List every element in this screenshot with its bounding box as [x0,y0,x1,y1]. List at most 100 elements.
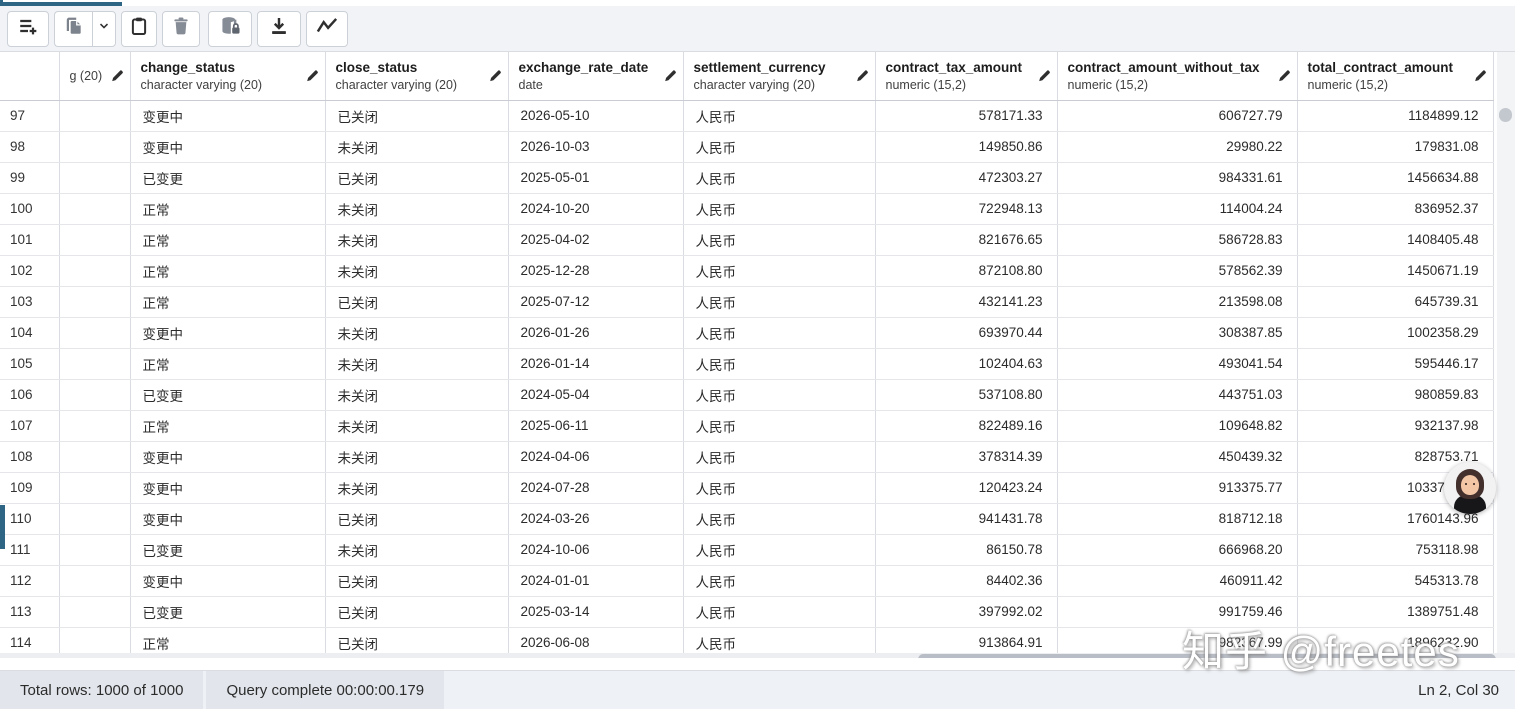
cell[interactable]: 991759.46 [1057,596,1298,628]
save-data-changes-button[interactable] [208,10,252,47]
cell[interactable]: 人民币 [683,131,876,163]
cell[interactable]: 人民币 [683,472,876,504]
row-number[interactable]: 109 [0,472,60,504]
cell[interactable] [59,503,131,535]
cell[interactable]: 722948.13 [875,193,1058,225]
cell[interactable]: 正常 [130,627,326,658]
cell[interactable]: 人民币 [683,317,876,349]
horizontal-scrollbar[interactable] [0,653,1515,658]
cell[interactable]: 537108.80 [875,379,1058,411]
cell[interactable]: 1389751.48 [1297,596,1494,628]
cell[interactable]: 2026-01-26 [508,317,684,349]
cell[interactable]: 变更中 [130,472,326,504]
cell[interactable]: 378314.39 [875,441,1058,473]
cell[interactable]: 941431.78 [875,503,1058,535]
cell[interactable]: 114004.24 [1057,193,1298,225]
row-number[interactable]: 108 [0,441,60,473]
edit-icon[interactable] [110,69,124,83]
cell[interactable]: 未关闭 [325,441,509,473]
cell[interactable]: 已关闭 [325,627,509,658]
cell[interactable]: 人民币 [683,162,876,194]
cell[interactable]: 未关闭 [325,224,509,256]
cell[interactable]: 人民币 [683,565,876,597]
cell[interactable]: 1408405.48 [1297,224,1494,256]
cell[interactable]: 正常 [130,255,326,287]
column-header-contract_amount_without_tax[interactable]: contract_amount_without_tax numeric (15,2… [1057,52,1298,101]
cell[interactable]: 变更中 [130,565,326,597]
row-number[interactable]: 97 [0,100,60,132]
cell[interactable]: 已关闭 [325,503,509,535]
column-header-settlement_currency[interactable]: settlement_currency character varying (20… [683,52,876,101]
cell[interactable]: 未关闭 [325,193,509,225]
paste-button[interactable] [121,10,157,47]
cell[interactable]: 2026-05-10 [508,100,684,132]
column-header-clipped[interactable]: g (20) [59,52,131,101]
cell[interactable]: 578171.33 [875,100,1058,132]
cell[interactable] [59,596,131,628]
cell[interactable]: 2025-07-12 [508,286,684,318]
horizontal-scrollbar-thumb[interactable] [918,654,1496,658]
cell[interactable]: 2024-01-01 [508,565,684,597]
cell[interactable]: 432141.23 [875,286,1058,318]
cell[interactable]: 未关闭 [325,379,509,411]
row-number[interactable]: 113 [0,596,60,628]
row-number[interactable]: 106 [0,379,60,411]
cell[interactable]: 变更中 [130,100,326,132]
cell[interactable]: 578562.39 [1057,255,1298,287]
cell[interactable]: 人民币 [683,348,876,380]
cell[interactable]: 未关闭 [325,255,509,287]
cell[interactable]: 836952.37 [1297,193,1494,225]
cell[interactable]: 人民币 [683,534,876,566]
cell[interactable]: 308387.85 [1057,317,1298,349]
cell[interactable]: 正常 [130,410,326,442]
cell[interactable]: 1002358.29 [1297,317,1494,349]
copy-options-button[interactable] [92,10,116,47]
cell[interactable]: 变更中 [130,503,326,535]
cell[interactable]: 86150.78 [875,534,1058,566]
cell[interactable]: 已关闭 [325,565,509,597]
cell[interactable]: 149850.86 [875,131,1058,163]
cell[interactable]: 645739.31 [1297,286,1494,318]
cell[interactable]: 人民币 [683,379,876,411]
edit-icon[interactable] [1277,69,1291,83]
cell[interactable]: 2024-04-06 [508,441,684,473]
cell[interactable]: 已关闭 [325,286,509,318]
cell[interactable]: 正常 [130,224,326,256]
cell[interactable]: 1896232.90 [1297,627,1494,658]
row-number[interactable]: 104 [0,317,60,349]
cell[interactable]: 2025-06-11 [508,410,684,442]
cell[interactable]: 已关闭 [325,100,509,132]
cell[interactable] [59,565,131,597]
row-number[interactable]: 112 [0,565,60,597]
cell[interactable] [59,379,131,411]
row-number[interactable]: 110 [0,503,60,535]
cell[interactable]: 2026-06-08 [508,627,684,658]
cell[interactable]: 2024-07-28 [508,472,684,504]
cell[interactable]: 未关闭 [325,348,509,380]
edit-icon[interactable] [1037,69,1051,83]
column-header-change_status[interactable]: change_status character varying (20) [130,52,326,101]
graph-visualiser-button[interactable] [306,10,348,47]
cell[interactable] [59,193,131,225]
row-number[interactable]: 114 [0,627,60,658]
cell[interactable]: 人民币 [683,193,876,225]
cell[interactable] [59,348,131,380]
cell[interactable]: 2025-03-14 [508,596,684,628]
cell[interactable]: 变更中 [130,317,326,349]
cell[interactable]: 人民币 [683,596,876,628]
cell[interactable]: 109648.82 [1057,410,1298,442]
cell[interactable]: 84402.36 [875,565,1058,597]
cell[interactable]: 213598.08 [1057,286,1298,318]
cell[interactable]: 397992.02 [875,596,1058,628]
cell[interactable]: 未关闭 [325,534,509,566]
cell[interactable] [59,255,131,287]
cell[interactable]: 已关闭 [325,596,509,628]
cell[interactable]: 872108.80 [875,255,1058,287]
cell[interactable]: 1450671.19 [1297,255,1494,287]
cell[interactable] [59,441,131,473]
cell[interactable]: 未关闭 [325,472,509,504]
cell[interactable]: 2025-04-02 [508,224,684,256]
cell[interactable] [59,162,131,194]
cell[interactable]: 人民币 [683,503,876,535]
column-header-exchange_rate_date[interactable]: exchange_rate_date date [508,52,684,101]
